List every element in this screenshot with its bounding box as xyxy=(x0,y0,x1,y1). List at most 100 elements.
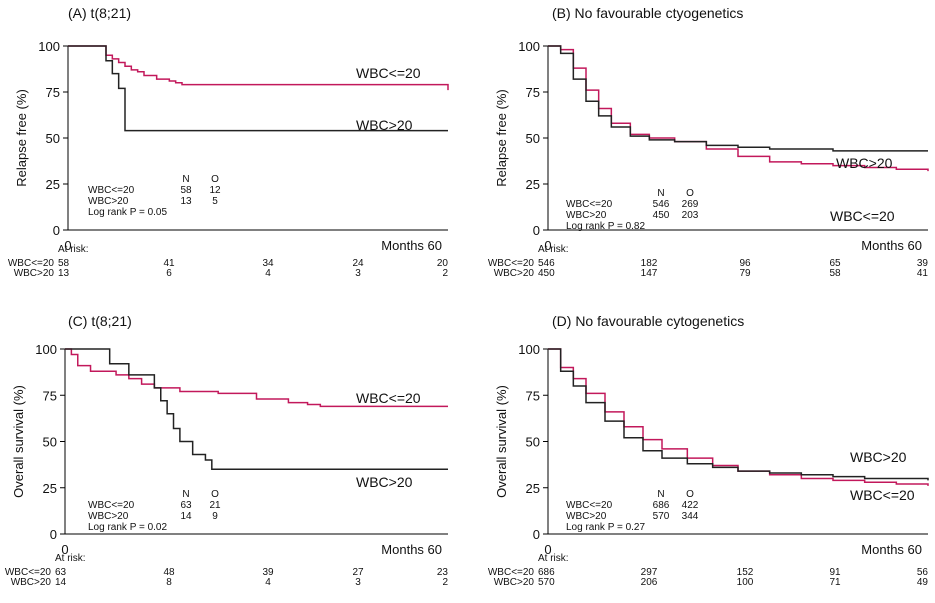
at-risk-value: 41 xyxy=(163,258,175,269)
stats-group: WBC>20 xyxy=(88,196,129,207)
at-risk-value: 24 xyxy=(352,258,364,269)
at-risk-label: At risk: xyxy=(538,244,569,255)
series-line-wbc-le20 xyxy=(68,45,449,91)
stats-o: 12 xyxy=(209,185,221,196)
y-tick-label: 25 xyxy=(526,481,540,496)
at-risk-value: 450 xyxy=(538,268,555,279)
stats-group: WBC<=20 xyxy=(88,185,135,196)
at-risk-value: 14 xyxy=(55,577,67,588)
logrank-text: Log rank P = 0.27 xyxy=(566,522,645,533)
y-tick-label: 75 xyxy=(46,85,60,100)
y-axis-label: Overall survival (%) xyxy=(494,385,509,498)
stats-group: WBC<=20 xyxy=(566,500,613,511)
x-axis-label: Months 60 xyxy=(861,238,922,253)
at-risk-value: 2 xyxy=(442,577,448,588)
at-risk-value: 4 xyxy=(265,577,271,588)
stats-group: WBC>20 xyxy=(88,511,129,522)
at-risk-value: 570 xyxy=(538,577,555,588)
y-tick-label: 25 xyxy=(43,481,57,496)
at-risk-value: 39 xyxy=(917,258,929,269)
at-risk-value: 58 xyxy=(829,268,841,279)
at-risk-value: 546 xyxy=(538,258,555,269)
at-risk-group: WBC>20 xyxy=(494,577,535,588)
stats-header-o: O xyxy=(211,489,219,500)
series-label: WBC>20 xyxy=(356,474,413,490)
panel-title: (D) No favourable cytogenetics xyxy=(552,313,744,329)
logrank-text: Log rank P = 0.05 xyxy=(88,207,167,218)
y-tick-label: 25 xyxy=(526,177,540,192)
at-risk-value: 3 xyxy=(355,268,361,279)
at-risk-value: 39 xyxy=(262,567,274,578)
stats-n: 686 xyxy=(653,500,670,511)
at-risk-value: 79 xyxy=(739,268,751,279)
stats-n: 570 xyxy=(653,511,670,522)
y-tick-label: 50 xyxy=(46,131,60,146)
y-axis-label: Relapse free (%) xyxy=(494,89,509,187)
y-tick-label: 50 xyxy=(526,131,540,146)
at-risk-value: 65 xyxy=(829,258,841,269)
y-axis-label: Relapse free (%) xyxy=(14,89,29,187)
x-tick-label: 0 xyxy=(544,542,551,557)
panel-title: (C) t(8;21) xyxy=(68,313,132,329)
at-risk-label: At risk: xyxy=(55,553,86,564)
series-line-wbc-gt20 xyxy=(548,45,928,152)
y-tick-label: 75 xyxy=(43,388,57,403)
at-risk-value: 6 xyxy=(166,268,172,279)
stats-group: WBC<=20 xyxy=(88,500,135,511)
stats-header-n: N xyxy=(182,489,189,500)
y-tick-label: 0 xyxy=(50,527,57,542)
at-risk-value: 206 xyxy=(641,577,658,588)
stats-group: WBC>20 xyxy=(566,511,607,522)
logrank-text: Log rank P = 0.82 xyxy=(566,221,645,232)
stats-header-n: N xyxy=(182,174,189,185)
at-risk-value: 13 xyxy=(58,268,70,279)
panel-b: (B) No favourable ctyogenetics 0 25 50 75 100… xyxy=(488,5,929,279)
y-tick-label: 100 xyxy=(38,39,60,54)
x-tick-label: 0 xyxy=(544,238,551,253)
at-risk-value: 182 xyxy=(641,258,658,269)
at-risk-label: At risk: xyxy=(538,553,569,564)
stats-n: 450 xyxy=(653,210,670,221)
series-label: WBC>20 xyxy=(850,449,907,465)
y-tick-label: 75 xyxy=(526,85,540,100)
y-tick-label: 75 xyxy=(526,388,540,403)
at-risk-group: WBC>20 xyxy=(494,268,535,279)
stats-n: 13 xyxy=(180,196,192,207)
stats-header-n: N xyxy=(657,489,664,500)
y-tick-label: 0 xyxy=(533,223,540,238)
series-line-wbc-gt20 xyxy=(68,45,448,132)
stats-o: 9 xyxy=(212,511,218,522)
series-label: WBC<=20 xyxy=(830,208,895,224)
series-label: WBC<=20 xyxy=(356,390,421,406)
at-risk-group: WBC>20 xyxy=(14,268,55,279)
x-axis-label: Months 60 xyxy=(381,542,442,557)
series-label: WBC<=20 xyxy=(850,487,915,503)
y-tick-label: 50 xyxy=(526,435,540,450)
stats-header-o: O xyxy=(211,174,219,185)
stats-group: WBC<=20 xyxy=(566,199,613,210)
panel-title: (B) No favourable ctyogenetics xyxy=(552,5,743,21)
stats-n: 546 xyxy=(653,199,670,210)
at-risk-group: WBC>20 xyxy=(11,577,52,588)
at-risk-value: 3 xyxy=(355,577,361,588)
y-tick-label: 0 xyxy=(53,223,60,238)
at-risk-value: 8 xyxy=(166,577,172,588)
at-risk-value: 2 xyxy=(442,268,448,279)
at-risk-value: 27 xyxy=(352,567,364,578)
at-risk-value: 4 xyxy=(265,268,271,279)
at-risk-value: 48 xyxy=(163,567,175,578)
y-tick-label: 50 xyxy=(43,435,57,450)
series-label: WBC>20 xyxy=(356,117,413,133)
at-risk-value: 49 xyxy=(917,577,929,588)
at-risk-value: 34 xyxy=(262,258,274,269)
stats-o: 422 xyxy=(682,500,699,511)
at-risk-value: 71 xyxy=(829,577,841,588)
y-tick-label: 0 xyxy=(533,527,540,542)
stats-n: 14 xyxy=(180,511,192,522)
at-risk-value: 23 xyxy=(437,567,449,578)
at-risk-group: WBC<=20 xyxy=(5,567,52,578)
series-line-wbc-gt20 xyxy=(65,348,448,470)
logrank-text: Log rank P = 0.02 xyxy=(88,522,167,533)
at-risk-value: 147 xyxy=(641,268,658,279)
